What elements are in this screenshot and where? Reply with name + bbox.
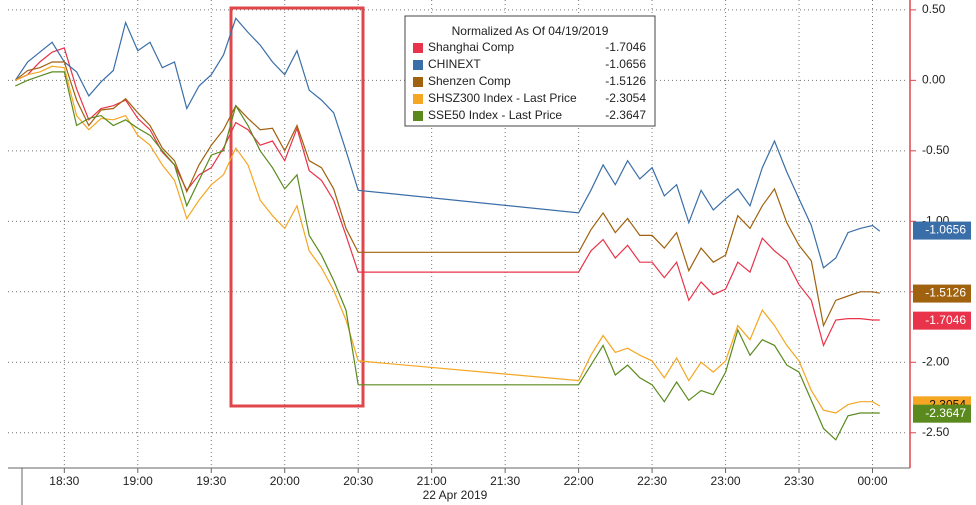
y-tick-label: -0.50 [922,143,950,157]
legend-box [404,15,656,127]
x-tick-label: 19:00 [123,474,153,488]
x-tick-label: 22:30 [637,474,667,488]
x-tick-label: 22:00 [564,474,594,488]
legend-swatch [413,43,423,53]
price-tag [913,221,971,240]
y-tick-label: -2.00 [922,354,950,368]
y-tick-label: -2.50 [922,425,950,439]
price-tag-label: -2.3647 [925,406,966,420]
x-tick-label: 18:30 [49,474,79,488]
x-tick-label: 21:30 [490,474,520,488]
legend-label: SSE50 Index - Last Price [428,108,562,122]
series-line [15,71,880,441]
price-tag-label: -1.5126 [925,286,966,300]
legend-value: -1.5126 [605,74,646,88]
series-line [14,61,880,328]
x-tick-label: 20:30 [343,474,373,488]
x-tick-label: 20:00 [270,474,300,488]
legend-swatch [413,111,423,121]
price-tag-label: -1.7046 [925,313,966,327]
legend-value: -1.0656 [605,57,646,71]
price-tag-label: -1.0656 [925,223,966,237]
y-tick-label: 0.50 [922,2,946,16]
series-line [15,47,880,348]
legend-swatch [413,77,423,87]
x-tick-label: 23:00 [711,474,741,488]
series-line [15,65,881,414]
series-line [14,17,881,269]
price-tag [913,311,971,330]
y-tick-label: 0.00 [922,73,946,87]
x-axis-label: 22 Apr 2019 [423,488,488,502]
legend-label: CHINEXT [428,57,481,71]
x-tick-label: 00:00 [857,474,887,488]
legend-value: -2.3054 [605,91,646,105]
price-tag [913,404,971,423]
x-tick-label: 23:30 [784,474,814,488]
legend-label: Shanghai Comp [428,40,514,54]
x-tick-label: 19:30 [196,474,226,488]
legend-title: Normalized As Of 04/19/2019 [452,24,609,38]
price-tag [913,284,971,303]
x-tick-label: 21:00 [417,474,447,488]
legend-value: -2.3647 [605,108,646,122]
legend-swatch [413,94,423,104]
legend-value: -1.7046 [605,40,646,54]
legend-swatch [413,60,423,70]
legend: Normalized As Of 04/19/2019 Shanghai Com… [404,15,656,127]
legend-label: SHSZ300 Index - Last Price [428,91,577,105]
legend-label: Shenzen Comp [428,74,511,88]
highlight-box [229,6,365,408]
